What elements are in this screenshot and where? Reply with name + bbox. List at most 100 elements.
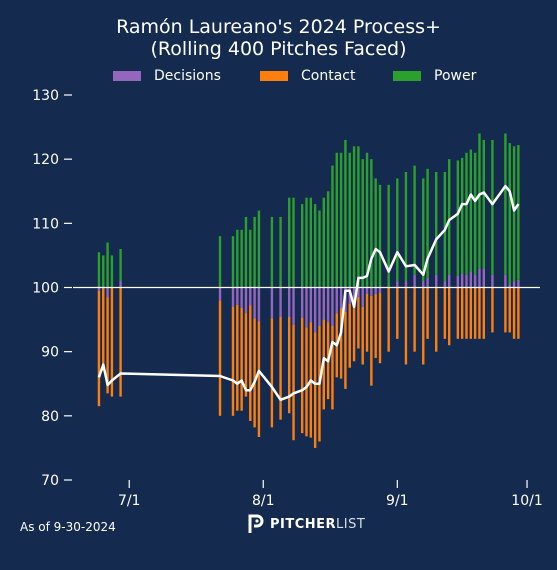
y-tick-label-90: 90: [41, 345, 59, 361]
bar-power-2024-08-05: [279, 216, 282, 288]
bar-decisions-2024-08-10: [300, 287, 304, 318]
bar-decisions-2024-08-25: [365, 287, 369, 294]
bar-decisions-2024-09-17: [465, 274, 468, 288]
bar-decisions-2024-08-07: [288, 287, 291, 318]
bar-decisions-2024-09-16: [460, 273, 464, 288]
bar-power-2024-08-27: [374, 178, 377, 288]
bar-power-2024-08-26: [370, 159, 373, 288]
bar-contact-2024-08-27: [374, 293, 377, 359]
bar-contact-2024-07-22: [218, 300, 222, 416]
bar-power-2024-08-21: [348, 152, 351, 288]
bar-power-2024-09-03: [404, 172, 408, 282]
bar-power-2024-08-14: [318, 210, 321, 288]
chart-title-line-1: Ramón Laureano's 2024 Process+: [116, 16, 441, 38]
bar-contact-2024-07-28: [244, 313, 248, 397]
bar-power-2024-07-22: [218, 236, 222, 288]
bar-contact-2024-07-26: [236, 304, 239, 411]
bar-decisions-2024-07-26: [236, 287, 239, 305]
bar-decisions-2024-08-24: [361, 287, 364, 307]
bar-power-2024-08-25: [365, 152, 369, 288]
bar-decisions-2024-08-26: [370, 287, 373, 296]
bar-contact-2024-08-07: [288, 317, 291, 414]
bar-decisions-2024-08-03: [270, 287, 274, 319]
bar-decisions-2024-09-15: [456, 275, 460, 288]
legend-item-contact: Contact: [260, 68, 355, 84]
legend-swatch-contact: [260, 71, 288, 81]
bar-decisions-2024-07-28: [244, 287, 248, 314]
bar-power-2024-08-17: [331, 165, 334, 288]
bar-decisions-2024-08-08: [292, 287, 295, 325]
bar-power-2024-06-25: [102, 255, 105, 288]
bar-decisions-2024-09-27: [508, 284, 511, 288]
bar-power-2024-09-01: [396, 178, 399, 282]
bar-power-2024-08-16: [326, 191, 330, 288]
bar-power-2024-08-24: [361, 159, 364, 288]
bar-power-2024-09-15: [456, 160, 460, 276]
bar-power-2024-07-29: [249, 229, 252, 288]
bar-decisions-2024-09-01: [396, 281, 399, 288]
legend-item-decisions: Decisions: [113, 68, 221, 84]
bar-power-2024-06-29: [119, 249, 122, 282]
bar-power-2024-09-16: [460, 157, 464, 274]
bar-contact-2024-09-12: [443, 287, 447, 339]
bar-decisions-2024-08-19: [339, 287, 343, 309]
bar-decisions-2024-07-25: [231, 287, 235, 307]
bar-contact-2024-08-22: [352, 303, 356, 362]
bar-decisions-2024-07-31: [257, 287, 261, 322]
bar-contact-2024-09-21: [482, 287, 485, 339]
bar-contact-2024-09-15: [456, 287, 460, 339]
pitcherlist-logo: PITCHER LIST: [248, 514, 365, 534]
bar-contact-2024-08-20: [344, 311, 347, 389]
y-tick-label-120: 120: [32, 152, 59, 168]
bar-contact-2024-06-25: [102, 287, 105, 371]
bar-power-2024-08-28: [378, 184, 382, 288]
bar-decisions-2024-08-12: [309, 287, 313, 323]
bar-power-2024-07-28: [244, 216, 248, 288]
bar-contact-2024-09-19: [473, 287, 477, 339]
bar-power-2024-08-19: [339, 152, 343, 288]
bar-contact-2024-07-25: [231, 306, 235, 416]
bar-decisions-2024-08-14: [318, 287, 321, 326]
bar-power-2024-08-23: [357, 146, 360, 288]
bar-decisions-2024-08-11: [305, 287, 308, 328]
bar-power-2024-08-11: [305, 197, 308, 288]
bar-decisions-2024-06-29: [119, 281, 122, 288]
bar-contact-2024-09-01: [396, 287, 399, 339]
y-tick-label-80: 80: [41, 409, 59, 425]
bar-contact-2024-09-28: [512, 287, 516, 339]
bar-decisions-2024-09-18: [469, 271, 473, 288]
y-tick-label-100: 100: [32, 281, 59, 297]
bar-contact-2024-08-05: [279, 317, 282, 420]
bar-power-2024-09-21: [482, 139, 485, 269]
bar-contact-2024-06-29: [119, 287, 122, 397]
bar-power-2024-09-05: [413, 165, 416, 275]
bar-contact-2024-07-27: [240, 308, 243, 411]
bar-decisions-2024-07-22: [218, 287, 222, 301]
bar-power-2024-08-07: [288, 197, 291, 288]
bar-decisions-2024-09-05: [413, 274, 416, 288]
bar-contact-2024-08-25: [365, 293, 369, 352]
bar-power-2024-06-26: [106, 242, 109, 288]
bar-decisions-2024-07-30: [253, 287, 256, 319]
bar-decisions-2024-08-27: [374, 287, 377, 294]
bar-power-2024-09-29: [517, 145, 520, 280]
bar-power-2024-08-10: [300, 204, 304, 288]
x-tick-label-7/1: 7/1: [118, 493, 141, 509]
bar-contact-2024-08-13: [313, 332, 317, 448]
bar-contact-2024-09-05: [413, 287, 416, 352]
bar-power-2024-07-30: [253, 216, 256, 288]
bar-contact-2024-07-30: [253, 318, 256, 428]
bar-power-2024-09-07: [422, 178, 425, 282]
bar-power-2024-09-20: [478, 133, 481, 269]
bar-power-2024-09-13: [447, 159, 451, 275]
brand-name-light: LIST: [336, 516, 366, 532]
bar-contact-2024-08-11: [305, 327, 308, 437]
as-of-date: As of 9-30-2024: [20, 520, 116, 534]
bar-decisions-2024-09-23: [491, 274, 494, 288]
bar-decisions-2024-09-13: [447, 274, 451, 288]
bar-contact-2024-09-27: [508, 287, 511, 333]
bar-contact-2024-08-08: [292, 324, 295, 441]
bar-power-2024-09-28: [512, 146, 516, 282]
bar-contact-2024-09-20: [478, 287, 481, 339]
bar-power-2024-09-18: [469, 149, 473, 272]
